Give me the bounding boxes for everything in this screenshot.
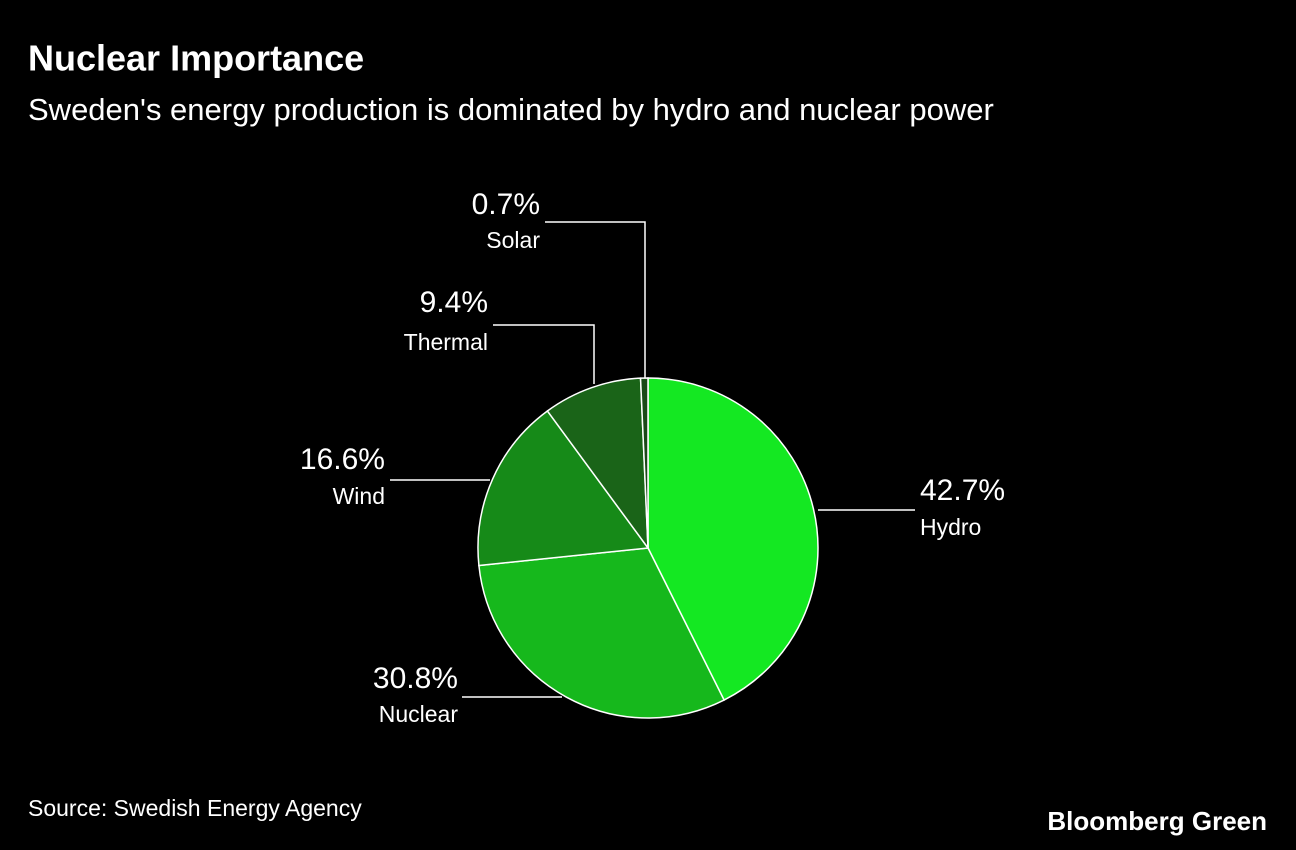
pie-slice	[546, 377, 649, 551]
value-label: 16.6%	[300, 443, 385, 476]
leader-line	[493, 324, 595, 384]
category-label: Thermal	[404, 329, 488, 355]
value-label: 42.7%	[920, 474, 1005, 507]
chart-title: Nuclear Importance	[28, 38, 364, 79]
chart-subtitle: Sweden's energy production is dominated …	[28, 92, 994, 127]
category-label: Hydro	[920, 514, 981, 540]
value-label: 9.4%	[420, 286, 488, 319]
logo: Bloomberg Green	[1047, 806, 1267, 836]
pie-slice	[478, 547, 726, 719]
value-label: 30.8%	[373, 662, 458, 695]
category-label: Wind	[333, 483, 385, 509]
value-label: 0.7%	[472, 188, 540, 221]
category-label: Solar	[486, 227, 540, 253]
source: Source: Swedish Energy Agency	[28, 795, 362, 821]
pie-slice	[477, 409, 650, 567]
category-label: Nuclear	[379, 701, 459, 727]
leader-line	[545, 221, 646, 378]
pie-slice	[639, 377, 649, 549]
pie-slice	[647, 377, 819, 702]
